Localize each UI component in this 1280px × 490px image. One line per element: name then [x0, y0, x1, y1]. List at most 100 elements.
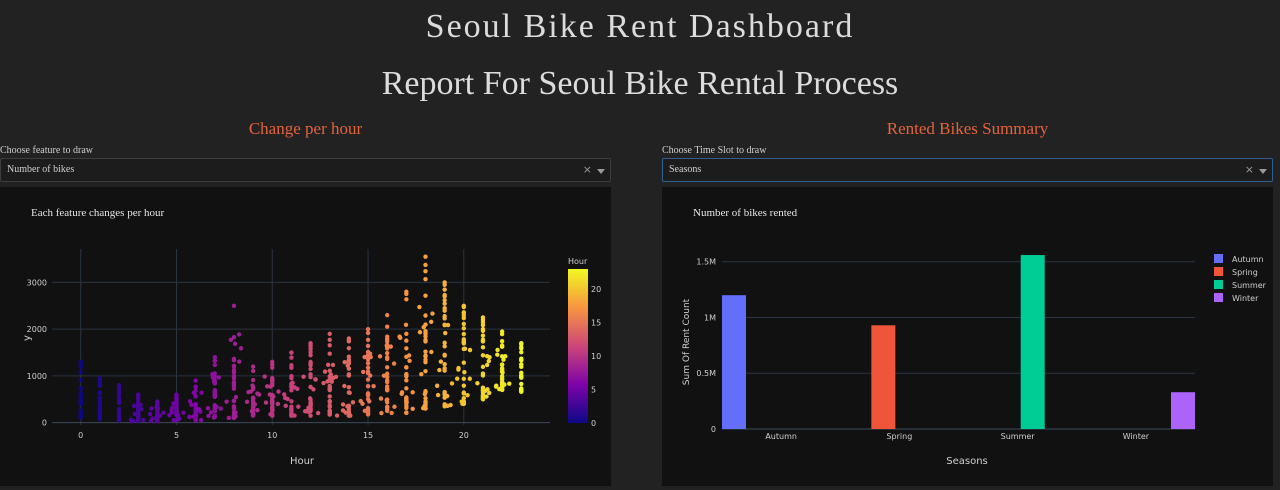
scatter-point [365, 337, 371, 343]
scatter-point [282, 392, 287, 397]
scatter-point [290, 380, 295, 385]
scatter-point [494, 383, 499, 388]
scatter-point [384, 397, 389, 403]
scatter-point [365, 384, 371, 389]
scatter-point [365, 326, 371, 332]
timeslot-dropdown-clear-icon[interactable]: × [1244, 163, 1254, 176]
scatter-point [189, 402, 194, 407]
scatter-point [308, 372, 313, 377]
colorbar-tick: 0 [591, 419, 596, 428]
legend-swatch[interactable] [1214, 293, 1223, 302]
scatter-y-tick: 0 [42, 419, 47, 428]
scatter-point [442, 316, 447, 321]
legend-item-spring[interactable]: Spring [1232, 268, 1258, 277]
scatter-point [404, 386, 409, 391]
scatter-point [442, 344, 447, 349]
scatter-point [368, 354, 373, 360]
scatter-point [467, 347, 473, 353]
legend-item-winter[interactable]: Winter [1232, 294, 1259, 303]
scatter-point [233, 410, 238, 415]
scatter-point [480, 373, 486, 378]
scatter-point [231, 380, 237, 385]
colorbar-tick: 10 [591, 352, 601, 361]
scatter-point [519, 381, 524, 387]
bar-spring[interactable] [871, 325, 896, 429]
scatter-point [467, 376, 472, 381]
scatter-point [340, 408, 346, 413]
scatter-point [423, 353, 428, 358]
scatter-point [135, 396, 141, 402]
scatter-point [308, 366, 313, 372]
bar-x-label: Seasons [946, 456, 988, 467]
scatter-point [462, 346, 468, 351]
scatter-point [289, 363, 294, 368]
scatter-point [348, 413, 353, 418]
bar-summer[interactable] [1020, 255, 1045, 429]
scatter-point [442, 352, 447, 358]
scatter-point [78, 370, 83, 375]
scatter-point [289, 407, 294, 412]
scatter-point [212, 355, 218, 360]
scatter-point [116, 414, 122, 419]
scatter-point [495, 347, 500, 353]
scatter-point [480, 326, 486, 332]
timeslot-dropdown[interactable]: Seasons × [662, 158, 1273, 182]
scatter-point [325, 362, 331, 368]
scatter-point [224, 399, 229, 404]
scatter-point [171, 401, 176, 406]
scatter-point [404, 289, 409, 294]
season-bar-chart[interactable]: Number of bikes rented 0 0.5M 1M 1.5M Autumn… [662, 187, 1273, 486]
scatter-point [116, 383, 122, 388]
scatter-point [322, 369, 328, 374]
legend-swatch[interactable] [1214, 254, 1223, 263]
scatter-point [486, 358, 491, 364]
scatter-point [263, 400, 269, 405]
scatter-point [329, 379, 335, 384]
scatter-point [233, 414, 238, 419]
scatter-point [347, 390, 352, 395]
scatter-point [78, 400, 83, 405]
scatter-point [434, 383, 440, 388]
scatter-point [250, 396, 256, 401]
scatter-point [404, 346, 409, 351]
scatter-point [206, 413, 211, 419]
scatter-point [292, 413, 297, 418]
scatter-point [250, 368, 256, 374]
scatter-point [361, 369, 366, 375]
scatter-point [461, 326, 467, 331]
scatter-point [480, 393, 486, 398]
legend-item-summer[interactable]: Summer [1232, 281, 1267, 290]
scatter-point [78, 386, 83, 391]
scatter-point [97, 383, 103, 388]
scatter-point [456, 365, 461, 371]
scatter-point [167, 412, 172, 418]
chevron-down-icon[interactable] [597, 169, 605, 174]
scatter-point [480, 396, 486, 402]
legend-item-autumn[interactable]: Autumn [1232, 255, 1264, 264]
scatter-point [461, 321, 467, 327]
feature-dropdown-clear-icon[interactable]: × [582, 163, 592, 176]
scatter-point [193, 402, 198, 408]
scatter-svg: Each feature changes per hour 0 5 10 15 20 0 1… [22, 207, 601, 467]
scatter-point [231, 376, 237, 381]
bar-y-tick: 1.5M [696, 258, 716, 267]
scatter-point [301, 374, 306, 379]
scatter-point [389, 410, 394, 416]
scatter-point [307, 396, 313, 401]
scatter-point [404, 297, 409, 302]
bar-winter[interactable] [1171, 392, 1195, 429]
chevron-down-icon[interactable] [1259, 169, 1267, 174]
scatter-point [228, 337, 234, 342]
scatter-point [283, 403, 288, 409]
legend-swatch[interactable] [1214, 267, 1223, 276]
scatter-point [519, 364, 524, 370]
legend-swatch[interactable] [1214, 280, 1223, 289]
report-subtitle: Report For Seoul Bike Rental Process [381, 65, 899, 102]
colorbar-title: Hour [568, 257, 588, 266]
hour-scatter-chart[interactable]: Each feature changes per hour 0 5 10 15 20 0 1… [0, 187, 611, 486]
scatter-point [410, 406, 415, 411]
bar-autumn[interactable] [722, 295, 746, 429]
scatter-point [321, 380, 326, 386]
feature-dropdown[interactable]: Number of bikes × [0, 158, 611, 182]
scatter-point [423, 269, 428, 274]
